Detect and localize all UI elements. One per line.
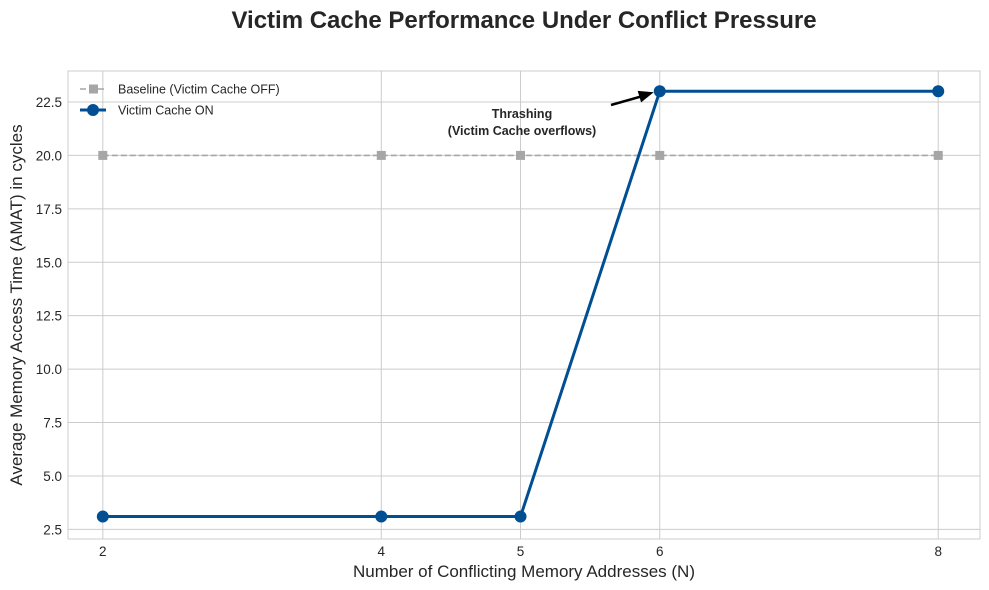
y-tick-label: 20.0 <box>36 148 62 163</box>
data-point <box>514 510 527 523</box>
y-tick-label: 7.5 <box>43 416 62 431</box>
x-tick-label: 5 <box>517 544 525 559</box>
y-tick-label: 22.5 <box>36 95 62 110</box>
chart-title: Victim Cache Performance Under Conflict … <box>231 7 816 34</box>
data-point <box>932 85 945 98</box>
annotation: Thrashing (Victim Cache overflows) <box>448 90 654 138</box>
legend-label: Victim Cache ON <box>118 104 214 118</box>
y-tick-label: 5.0 <box>43 469 62 484</box>
legend-marker <box>87 104 99 116</box>
series-layer <box>96 85 945 523</box>
data-point <box>98 150 108 160</box>
legend: Baseline (Victim Cache OFF) Victim Cache … <box>80 83 280 118</box>
data-point <box>653 85 666 98</box>
data-point <box>375 510 388 523</box>
data-point <box>516 150 526 160</box>
legend-label: Baseline (Victim Cache OFF) <box>118 83 280 97</box>
y-tick-label: 2.5 <box>43 522 62 537</box>
data-point <box>96 510 109 523</box>
annotation-arrow <box>610 95 643 107</box>
y-tick-label: 10.0 <box>36 362 62 377</box>
x-tick-label: 4 <box>378 544 386 559</box>
legend-marker <box>89 84 98 94</box>
y-axis-label: Average Memory Access Time (AMAT) in cyc… <box>7 124 26 485</box>
y-tick-label: 17.5 <box>36 202 62 217</box>
tick-labels: 2 4 5 6 8 2.5 5.0 7.5 10.0 12.5 15.0 17.5 20.0 22.5 <box>36 95 942 559</box>
annotation-arrowhead <box>637 90 654 103</box>
x-axis-label: Number of Conflicting Memory Addresses (… <box>353 562 695 581</box>
annotation-text: (Victim Cache overflows) <box>448 124 596 138</box>
x-tick-label: 2 <box>99 544 107 559</box>
grid <box>68 71 980 539</box>
data-point <box>655 150 665 160</box>
data-point <box>933 150 943 160</box>
plot-area <box>67 70 981 540</box>
y-tick-label: 12.5 <box>36 309 62 324</box>
y-tick-label: 15.0 <box>36 255 62 270</box>
x-tick-label: 8 <box>934 544 942 559</box>
annotation-text: Thrashing <box>492 107 552 121</box>
data-point <box>376 150 386 160</box>
x-tick-label: 6 <box>656 544 664 559</box>
